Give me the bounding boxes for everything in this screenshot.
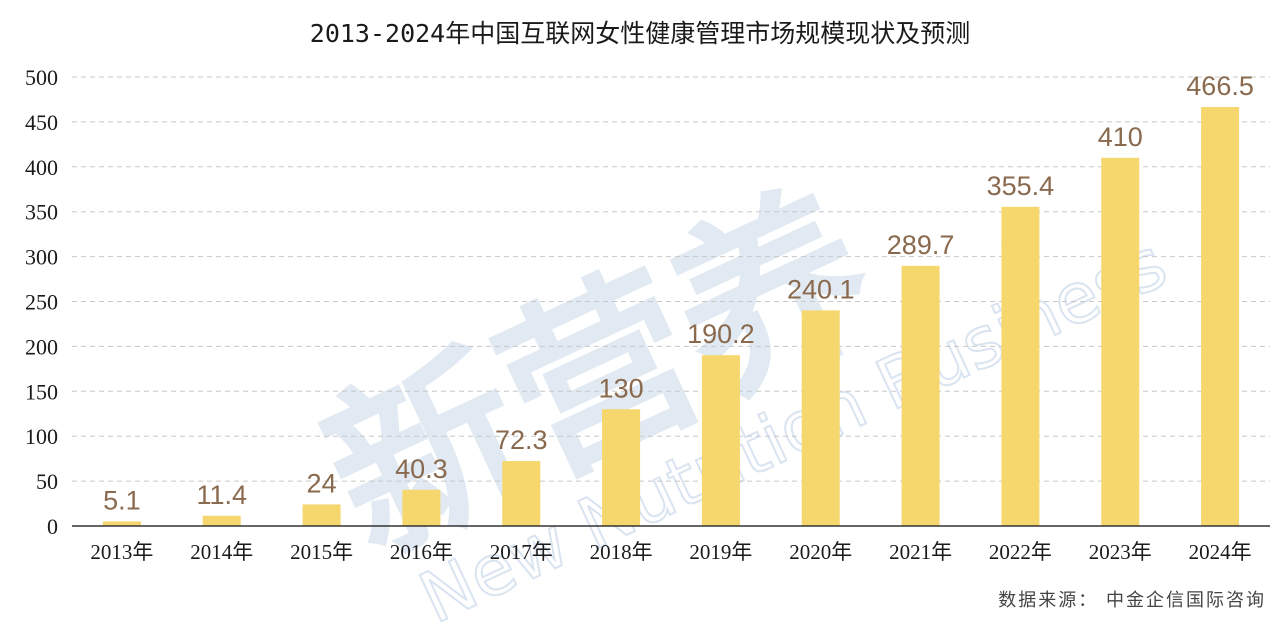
y-tick-label: 0 <box>47 514 58 539</box>
y-tick-label: 400 <box>25 155 58 180</box>
y-tick-label: 150 <box>25 379 58 404</box>
data-label: 24 <box>307 468 337 498</box>
y-tick-label: 250 <box>25 290 58 315</box>
y-tick-label: 50 <box>36 469 58 494</box>
x-tick-label: 2018年 <box>590 540 653 564</box>
data-label: 240.1 <box>787 274 855 304</box>
data-label: 289.7 <box>887 230 955 260</box>
x-tick-label: 2014年 <box>190 540 253 564</box>
y-tick-label: 100 <box>25 424 58 449</box>
x-tick-label: 2019年 <box>689 540 752 564</box>
data-label: 355.4 <box>987 171 1055 201</box>
bars <box>102 107 1240 526</box>
x-tick-label: 2020年 <box>789 540 852 564</box>
y-tick-label: 200 <box>25 334 58 359</box>
x-tick-label: 2022年 <box>989 540 1052 564</box>
data-label: 130 <box>599 373 644 403</box>
y-tick-label: 450 <box>25 110 58 135</box>
bar <box>801 310 840 526</box>
x-axis-ticks: 2013年 2014年 2015年 2016年 2017年 2018年 2019年 2020年… <box>90 540 1251 564</box>
x-tick-label: 2021年 <box>889 540 952 564</box>
bar <box>502 461 541 526</box>
x-tick-label: 2015年 <box>290 540 353 564</box>
source-note: 数据来源： 中金企信国际咨询 <box>998 590 1266 611</box>
y-axis-ticks: 0 50 100 150 200 250 300 350 400 450 500 <box>25 65 58 539</box>
data-label: 11.4 <box>196 480 247 510</box>
bar <box>202 515 241 526</box>
bar <box>701 355 740 526</box>
bar <box>1101 157 1140 526</box>
bar <box>102 521 141 526</box>
x-tick-label: 2024年 <box>1189 540 1252 564</box>
bar <box>1001 206 1040 526</box>
x-tick-label: 2013年 <box>90 540 153 564</box>
y-tick-label: 350 <box>25 200 58 225</box>
bar <box>602 409 641 526</box>
x-tick-label: 2023年 <box>1089 540 1152 564</box>
bar <box>1201 107 1240 526</box>
data-label: 190.2 <box>687 319 755 349</box>
bar <box>901 265 940 526</box>
data-labels: 5.1 11.4 24 40.3 72.3 130 190.2 240.1 289.7 355.4… <box>103 71 1254 515</box>
y-tick-label: 300 <box>25 245 58 270</box>
data-label: 5.1 <box>103 485 141 515</box>
bar <box>402 489 441 526</box>
x-tick-label: 2017年 <box>490 540 553 564</box>
data-label: 466.5 <box>1186 71 1254 101</box>
y-tick-label: 500 <box>25 65 58 90</box>
x-tick-label: 2016年 <box>390 540 453 564</box>
data-label: 72.3 <box>495 425 548 455</box>
chart-title: 2013-2024年中国互联网女性健康管理市场规模现状及预测 <box>310 19 970 48</box>
data-label: 40.3 <box>395 454 448 484</box>
bar <box>302 504 341 526</box>
gridlines <box>72 76 1270 482</box>
data-label: 410 <box>1098 122 1143 152</box>
